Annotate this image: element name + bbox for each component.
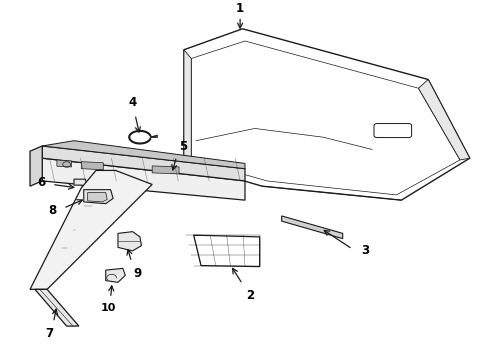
Polygon shape	[418, 80, 470, 160]
Polygon shape	[42, 146, 245, 181]
Polygon shape	[88, 193, 107, 202]
Text: 10: 10	[100, 303, 116, 312]
Polygon shape	[74, 179, 87, 192]
Polygon shape	[35, 289, 79, 326]
Text: 2: 2	[246, 289, 254, 302]
Polygon shape	[106, 268, 125, 282]
Polygon shape	[42, 141, 245, 169]
Polygon shape	[42, 158, 245, 200]
Text: 4: 4	[128, 96, 137, 109]
Polygon shape	[30, 170, 152, 289]
Text: 5: 5	[179, 140, 187, 153]
Polygon shape	[81, 162, 103, 170]
Polygon shape	[57, 160, 72, 167]
Text: 8: 8	[49, 204, 57, 217]
Text: 1: 1	[236, 2, 244, 15]
Text: 7: 7	[46, 327, 53, 340]
Polygon shape	[30, 146, 42, 186]
Polygon shape	[84, 190, 113, 204]
Polygon shape	[184, 50, 191, 163]
Polygon shape	[282, 216, 343, 239]
Text: 9: 9	[134, 267, 142, 280]
Polygon shape	[152, 166, 179, 174]
Text: 3: 3	[361, 244, 369, 257]
Polygon shape	[118, 231, 142, 251]
Text: 6: 6	[37, 176, 46, 189]
